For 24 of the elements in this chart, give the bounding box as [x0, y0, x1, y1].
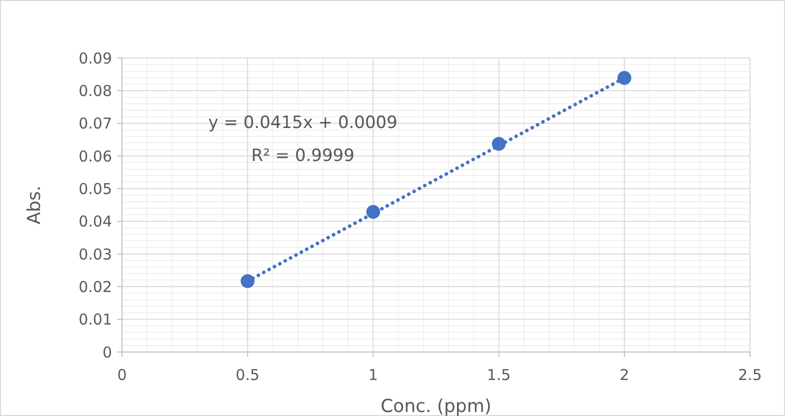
y-axis-title: Abs. — [24, 186, 45, 224]
x-tick-label: 2 — [620, 366, 630, 384]
x-tick-label: 1.5 — [486, 366, 511, 384]
y-tick-label: 0.02 — [78, 278, 112, 296]
y-tick-label: 0.01 — [78, 310, 112, 329]
x-axis-title: Conc. (ppm) — [380, 396, 492, 416]
x-tick-label: 0 — [117, 366, 127, 384]
y-tick-label: 0.08 — [78, 82, 112, 100]
y-tick-label: 0.03 — [78, 245, 112, 264]
annotation: y = 0.0415x + 0.0009 — [208, 113, 398, 134]
y-tick-label: 0.04 — [78, 212, 112, 231]
annotation: R² = 0.9999 — [251, 146, 354, 166]
x-tick-label: 0.5 — [236, 366, 260, 384]
y-tick-label: 0.05 — [78, 180, 112, 198]
y-tick-label: 0.06 — [78, 147, 112, 166]
x-tick-label: 1 — [368, 366, 378, 384]
y-tick-label: 0.09 — [78, 49, 112, 68]
y-tick-label: 0 — [102, 343, 112, 362]
y-tick-label: 0.07 — [78, 114, 112, 133]
point — [617, 71, 632, 85]
point — [366, 204, 380, 219]
point — [492, 137, 506, 151]
point — [240, 274, 255, 288]
x-tick-label: 2.5 — [738, 366, 762, 384]
